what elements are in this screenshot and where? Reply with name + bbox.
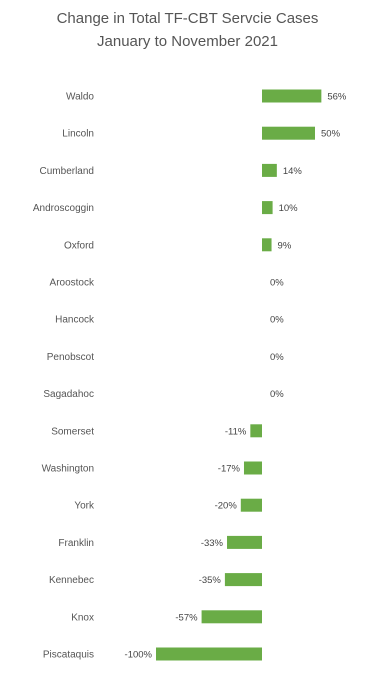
category-label: York — [74, 501, 95, 512]
category-label: Sagadahoc — [43, 389, 94, 400]
category-label: Franklin — [58, 538, 94, 549]
data-label: 56% — [327, 92, 347, 103]
bar — [243, 461, 262, 475]
category-label: Hancock — [55, 315, 95, 326]
bar — [224, 573, 262, 587]
bar — [262, 126, 315, 140]
data-label: -11% — [225, 426, 247, 437]
category-label: Cumberland — [40, 166, 94, 177]
chart-subtitle: January to November 2021 — [97, 33, 278, 50]
data-label: 50% — [321, 129, 341, 140]
data-label: -20% — [215, 501, 238, 512]
data-label: -33% — [201, 538, 224, 549]
category-label: Piscataquis — [43, 650, 94, 661]
data-label: 9% — [278, 240, 292, 251]
category-label: Washington — [42, 464, 94, 475]
data-label: -100% — [125, 650, 153, 661]
data-label: 0% — [270, 352, 284, 363]
bar — [262, 163, 277, 177]
chart-title: Change in Total TF-CBT Servcie Cases — [56, 10, 319, 27]
bar — [201, 610, 262, 624]
bar — [262, 238, 272, 252]
bar — [240, 498, 262, 512]
data-label: 10% — [279, 203, 299, 214]
bar — [250, 424, 262, 438]
data-label: 14% — [283, 166, 303, 177]
category-label: Aroostock — [50, 278, 95, 289]
category-label: Knox — [71, 612, 94, 623]
data-label: -57% — [175, 612, 198, 623]
category-label: Penobscot — [47, 352, 94, 363]
category-label: Oxford — [64, 240, 94, 251]
bar — [262, 201, 273, 215]
bar — [227, 535, 262, 549]
data-label: 0% — [270, 389, 284, 400]
category-label: Kennebec — [49, 575, 94, 586]
data-label: 0% — [270, 278, 284, 289]
bar — [156, 647, 262, 661]
category-label: Androscoggin — [33, 203, 94, 214]
data-label: -35% — [199, 575, 222, 586]
bar — [262, 89, 322, 103]
category-label: Somerset — [51, 426, 94, 437]
data-label: 0% — [270, 315, 284, 326]
data-label: -17% — [218, 464, 241, 475]
category-label: Waldo — [66, 92, 94, 103]
category-label: Lincoln — [62, 129, 94, 140]
